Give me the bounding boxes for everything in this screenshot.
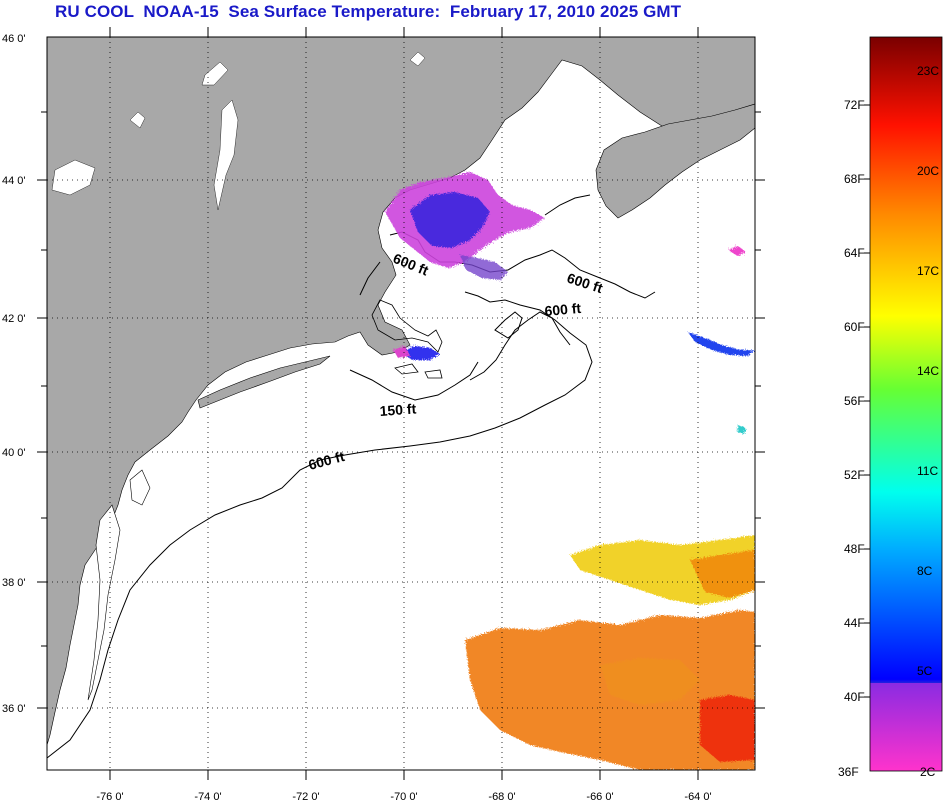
colorbar-f-68: 68F <box>844 172 865 186</box>
colorbar-f-52: 52F <box>844 468 865 482</box>
lon-label-74: -74 0' <box>194 791 221 803</box>
lat-label-42: 42 0' <box>2 313 26 325</box>
lon-label-70: -70 0' <box>390 791 417 803</box>
colorbar-f-48: 48F <box>844 542 865 556</box>
colorbar-f-72: 72F <box>844 98 865 112</box>
colorbar-f-64: 64F <box>844 246 865 260</box>
map-frame <box>46 36 756 771</box>
cape-cod-coast <box>371 299 443 353</box>
islands <box>394 363 443 379</box>
colorbar-f-44: 44F <box>844 616 865 630</box>
colorbar-f-ticks <box>864 104 870 698</box>
lat-label-38: 38 0' <box>2 577 26 589</box>
bays <box>87 469 151 701</box>
lakes <box>51 51 426 211</box>
sst-cape-cod <box>400 346 440 360</box>
colorbar-c-17: 17C <box>917 264 939 278</box>
map-area <box>47 37 755 770</box>
lon-label-68: -68 0' <box>488 791 515 803</box>
lat-label-44: 44 0' <box>2 175 26 187</box>
land-nova-scotia <box>595 103 755 219</box>
colorbar-c-14: 14C <box>917 364 939 378</box>
colorbar-c-2: 2C <box>920 765 936 779</box>
lat-label-46: 46 0' <box>2 33 26 45</box>
colorbar-c-23: 23C <box>917 64 939 78</box>
colorbar-c-5: 5C <box>917 664 933 678</box>
colorbar-c-20: 20C <box>917 164 939 178</box>
colorbar-c-11: 11C <box>917 464 938 478</box>
colorbar-f-36: 36F <box>838 765 859 779</box>
sst-offshore-pink <box>728 246 746 256</box>
sst-warm-red <box>700 695 755 762</box>
sst-gulf-of-maine-blue <box>410 192 490 248</box>
sst-warm-orange-1 <box>690 550 755 598</box>
colorbar-f-56: 56F <box>844 394 865 408</box>
lat-label-36: 36 0' <box>2 703 26 715</box>
lon-label-64: -64 0' <box>684 791 711 803</box>
sst-data <box>385 172 755 770</box>
lon-label-66: -66 0' <box>586 791 613 803</box>
sst-offshore-blue <box>688 332 755 356</box>
colorbar-c-8: 8C <box>917 564 933 578</box>
land-long-island <box>197 355 331 409</box>
lat-label-40: 40 0' <box>2 447 26 459</box>
map-title: RU COOL NOAA-15 Sea Surface Temperature:… <box>55 2 682 21</box>
tick-marks <box>37 27 765 780</box>
colorbar <box>869 36 943 772</box>
colorbar-f-40: 40F <box>844 690 865 704</box>
sst-gulf-of-maine-purple <box>460 255 508 280</box>
colorbar-f-60: 60F <box>844 320 865 334</box>
graticule <box>47 37 755 770</box>
sst-offshore-cyan <box>737 425 746 434</box>
sst-warm-orange-3 <box>600 658 700 705</box>
contour-label-150ft: 150 ft <box>379 400 417 419</box>
sst-cape-cod-pink <box>393 346 410 358</box>
contour-label-600ft-3: 600 ft <box>544 300 582 319</box>
lon-label-72: -72 0' <box>292 791 319 803</box>
lon-label-76: -76 0' <box>96 791 123 803</box>
